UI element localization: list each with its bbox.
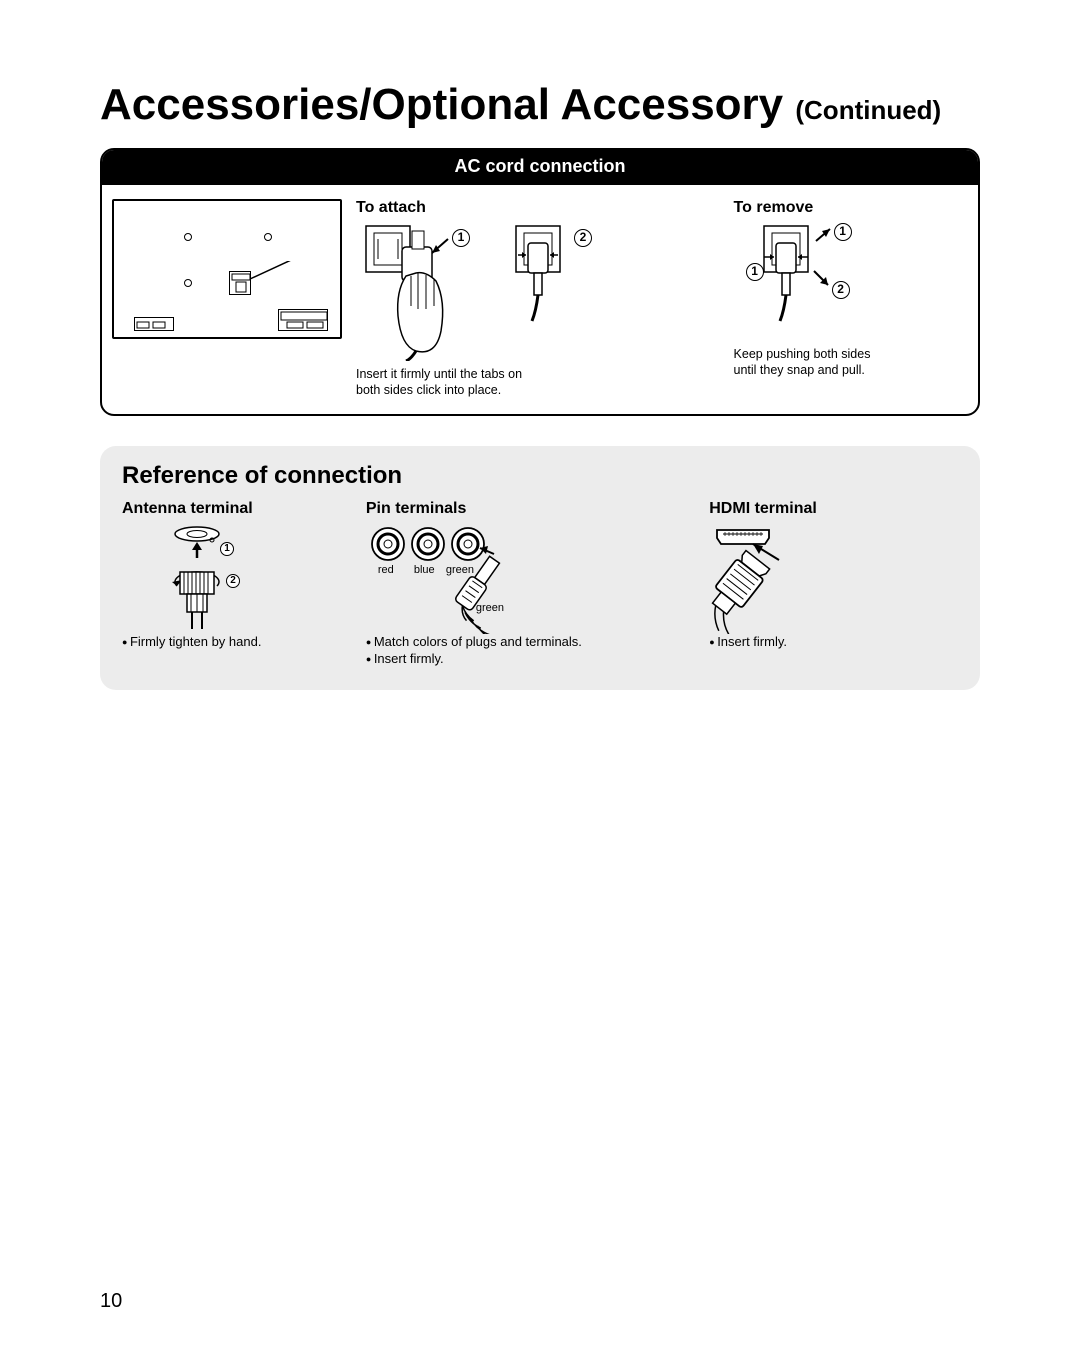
antenna-note: Firmly tighten by hand.	[122, 634, 346, 651]
attach-label: To attach	[356, 199, 722, 217]
pin-label-red: red	[378, 564, 394, 576]
title-main: Accessories/Optional Accessory	[100, 80, 783, 129]
ac-cord-section: AC cord connection To attac	[100, 148, 980, 416]
hdmi-note: Insert firmly.	[709, 634, 958, 651]
hdmi-heading: HDMI terminal	[709, 500, 958, 518]
reference-section: Reference of connection Antenna terminal	[100, 446, 980, 690]
pin-label-green-bottom: green	[476, 602, 504, 614]
pin-label-blue: blue	[414, 564, 435, 576]
antenna-column: Antenna terminal	[122, 500, 346, 668]
pin-diagram: red blue green green	[366, 524, 689, 634]
page-number: 10	[100, 1290, 122, 1313]
pin-note-2: Insert firmly.	[366, 651, 689, 668]
title-continued: (Continued)	[795, 95, 941, 125]
attach-step-1-badge: 1	[452, 229, 470, 247]
remove-caption: Keep pushing both sides until they snap …	[734, 347, 894, 378]
remove-diagram: 1 1 2	[734, 221, 839, 341]
hdmi-diagram	[709, 524, 958, 634]
remove-area: To remove	[734, 199, 962, 398]
pin-heading: Pin terminals	[366, 500, 689, 518]
remove-step-1b-badge: 1	[834, 223, 852, 241]
attach-area: To attach	[356, 199, 722, 398]
reference-title: Reference of connection	[122, 462, 958, 490]
antenna-heading: Antenna terminal	[122, 500, 346, 518]
remove-label: To remove	[734, 199, 962, 217]
ac-cord-body: To attach	[102, 185, 978, 414]
ac-cord-header: AC cord connection	[102, 150, 978, 185]
attach-diagram-1: 1	[356, 221, 486, 361]
antenna-diagram: 1 2	[122, 524, 346, 634]
pin-label-green-top: green	[446, 564, 474, 576]
attach-diagram-2: 2	[496, 221, 601, 341]
pin-column: Pin terminals	[366, 500, 689, 668]
remove-step-1-badge: 1	[746, 263, 764, 281]
steps-area: To attach	[356, 199, 962, 398]
page-title: Accessories/Optional Accessory (Continue…	[100, 80, 980, 130]
attach-caption: Insert it firmly until the tabs on both …	[356, 367, 526, 398]
tv-back-diagram	[112, 199, 342, 339]
pin-note-1: Match colors of plugs and terminals.	[366, 634, 689, 651]
remove-step-2-badge: 2	[832, 281, 850, 299]
hdmi-column: HDMI terminal	[709, 500, 958, 668]
attach-step-2-badge: 2	[574, 229, 592, 247]
